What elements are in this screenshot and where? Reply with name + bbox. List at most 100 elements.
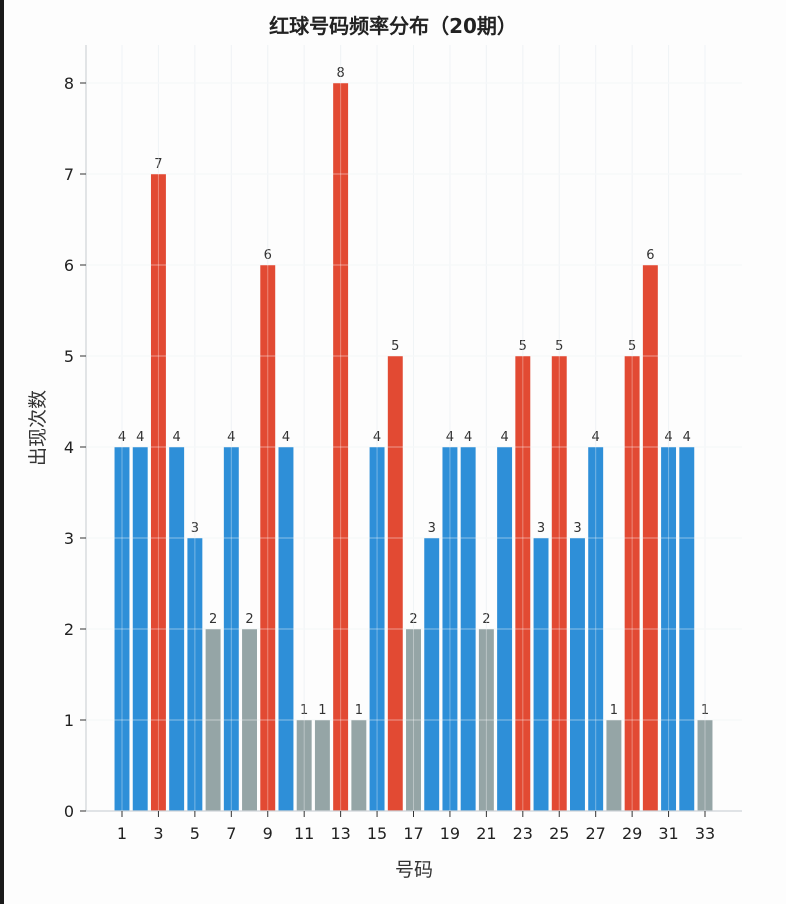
x-tick-label-13: 13 bbox=[330, 824, 350, 843]
y-tick-label-3: 3 bbox=[64, 529, 74, 548]
bar-label-25: 5 bbox=[555, 339, 563, 354]
bar-label-31: 4 bbox=[664, 430, 672, 445]
y-tick-label-5: 5 bbox=[64, 347, 74, 366]
bar-label-26: 3 bbox=[573, 521, 581, 536]
x-tick-label-15: 15 bbox=[367, 824, 387, 843]
bar-17 bbox=[406, 629, 421, 811]
bar-3 bbox=[150, 174, 166, 811]
x-tick-label-31: 31 bbox=[658, 824, 678, 843]
bars bbox=[114, 83, 713, 811]
x-tick-label-21: 21 bbox=[476, 824, 496, 843]
bar-10 bbox=[278, 447, 294, 811]
bar-label-32: 4 bbox=[683, 430, 691, 445]
bar-label-8: 2 bbox=[245, 612, 253, 627]
bar-label-4: 4 bbox=[173, 430, 181, 445]
bar-label-17: 2 bbox=[409, 612, 417, 627]
bar-20 bbox=[460, 447, 476, 811]
y-tick-label-4: 4 bbox=[64, 438, 74, 457]
y-tick-label-2: 2 bbox=[64, 620, 74, 639]
bar-9 bbox=[260, 265, 276, 811]
bar-label-7: 4 bbox=[227, 430, 235, 445]
y-tick-label-6: 6 bbox=[64, 256, 74, 275]
bar-label-11: 1 bbox=[300, 703, 308, 718]
bar-label-19: 4 bbox=[446, 430, 454, 445]
bar-24 bbox=[533, 538, 549, 811]
window-edge bbox=[0, 0, 4, 904]
x-tick-label-23: 23 bbox=[513, 824, 533, 843]
bar-31 bbox=[661, 447, 677, 811]
bar-29 bbox=[624, 356, 640, 811]
x-tick-label-29: 29 bbox=[622, 824, 642, 843]
bar-label-29: 5 bbox=[628, 339, 636, 354]
bar-label-22: 4 bbox=[500, 430, 508, 445]
bar-label-24: 3 bbox=[537, 521, 545, 536]
bar-5 bbox=[187, 538, 203, 811]
bar-30 bbox=[642, 265, 658, 811]
bar-label-3: 7 bbox=[154, 157, 162, 172]
bar-33 bbox=[697, 720, 713, 811]
bar-19 bbox=[442, 447, 458, 811]
x-tick-label-33: 33 bbox=[695, 824, 715, 843]
bar-label-23: 5 bbox=[519, 339, 527, 354]
x-axis-title: 号码 bbox=[395, 859, 433, 881]
bar-14 bbox=[351, 720, 367, 811]
bar-32 bbox=[679, 447, 695, 811]
x-tick-label-7: 7 bbox=[226, 824, 236, 843]
bar-13 bbox=[333, 83, 349, 811]
y-tick-label-1: 1 bbox=[64, 711, 74, 730]
bar-12 bbox=[314, 720, 330, 811]
x-tick-label-25: 25 bbox=[549, 824, 569, 843]
bar-16 bbox=[387, 356, 403, 811]
bar-label-9: 6 bbox=[264, 248, 272, 263]
bar-label-28: 1 bbox=[610, 703, 618, 718]
bar-23 bbox=[515, 356, 531, 811]
bar-label-10: 4 bbox=[282, 430, 290, 445]
bar-22 bbox=[497, 447, 513, 811]
bar-label-21: 2 bbox=[482, 612, 490, 627]
bar-11 bbox=[296, 720, 312, 811]
bar-label-20: 4 bbox=[464, 430, 472, 445]
bar-label-12: 1 bbox=[318, 703, 326, 718]
bar-label-18: 3 bbox=[428, 521, 436, 536]
bar-label-27: 4 bbox=[592, 430, 600, 445]
bar-4 bbox=[169, 447, 185, 811]
x-tick-label-3: 3 bbox=[153, 824, 163, 843]
chart-title: 红球号码频率分布（20期） bbox=[269, 14, 517, 38]
y-tick-label-0: 0 bbox=[64, 802, 74, 821]
bar-label-2: 4 bbox=[136, 430, 144, 445]
x-tick-label-27: 27 bbox=[586, 824, 606, 843]
bar-label-5: 3 bbox=[191, 521, 199, 536]
bar-label-6: 2 bbox=[209, 612, 217, 627]
x-tick-label-11: 11 bbox=[294, 824, 314, 843]
bar-28 bbox=[606, 720, 622, 811]
bar-label-33: 1 bbox=[701, 703, 709, 718]
bar-8 bbox=[242, 629, 258, 811]
bar-label-16: 5 bbox=[391, 339, 399, 354]
bar-26 bbox=[569, 538, 585, 811]
bar-2 bbox=[132, 447, 148, 811]
bar-label-1: 4 bbox=[118, 430, 126, 445]
x-tick-label-1: 1 bbox=[117, 824, 127, 843]
bar-27 bbox=[588, 447, 604, 811]
bar-label-13: 8 bbox=[336, 66, 344, 81]
x-tick-label-19: 19 bbox=[440, 824, 460, 843]
bar-25 bbox=[551, 356, 567, 811]
bar-label-30: 6 bbox=[646, 248, 654, 263]
x-tick-label-5: 5 bbox=[190, 824, 200, 843]
bar-7 bbox=[223, 447, 239, 811]
bar-1 bbox=[114, 447, 130, 811]
y-axis-title: 出现次数 bbox=[27, 390, 49, 466]
bar-label-14: 1 bbox=[355, 703, 363, 718]
bar-21 bbox=[478, 629, 494, 811]
bar-6 bbox=[205, 629, 221, 811]
y-tick-label-7: 7 bbox=[64, 165, 74, 184]
bar-15 bbox=[369, 447, 385, 811]
x-tick-label-9: 9 bbox=[263, 824, 273, 843]
bar-18 bbox=[424, 538, 440, 811]
bar-label-15: 4 bbox=[373, 430, 381, 445]
y-tick-label-8: 8 bbox=[64, 74, 74, 93]
x-tick-label-17: 17 bbox=[403, 824, 423, 843]
